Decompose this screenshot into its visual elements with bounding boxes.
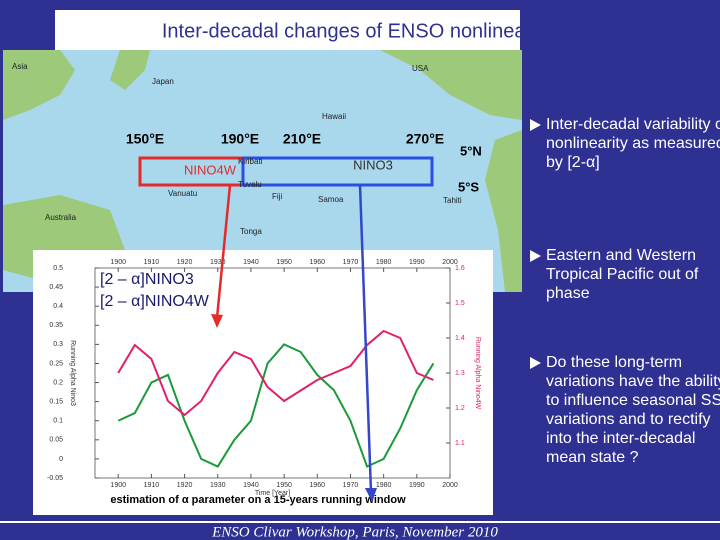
land xyxy=(3,50,75,120)
bullet: Inter-decadal variability of nonlinearit… xyxy=(528,115,720,172)
longitude-label: 210°E xyxy=(283,131,321,147)
nino3-box xyxy=(241,156,434,187)
place-label: Fiji xyxy=(272,192,282,201)
x-tick-label: 1900 xyxy=(110,482,126,489)
x-axis-label: Time [Year] xyxy=(255,490,290,497)
y-tick-label: 0.2 xyxy=(53,379,63,386)
y-tick-label: 0.25 xyxy=(49,360,63,367)
place-label: Tahiti xyxy=(443,196,462,205)
y-tick-label: 0.35 xyxy=(49,322,63,329)
place-label: Japan xyxy=(152,77,174,86)
y2-axis-label: Running Alpha Nino4W xyxy=(474,337,481,410)
x-tick-label: 1910 xyxy=(144,259,160,266)
series-line xyxy=(117,343,435,468)
y2-tick-label: 1.2 xyxy=(455,405,465,412)
legend-label: [2 – α]NINO3 xyxy=(100,271,194,288)
x-tick-label: 2000 xyxy=(442,482,458,489)
place-label: Tuvalu xyxy=(238,180,262,189)
plot: 1900 1900 1910 1910 1920 1920 1930 1930 1940 1940… xyxy=(47,259,481,506)
x-tick-label: 1960 xyxy=(310,482,326,489)
title: Inter-decadal changes of ENSO nonlineari… xyxy=(162,20,552,42)
y2-tick-label: 1.3 xyxy=(455,370,465,377)
x-tick-label: 1980 xyxy=(376,482,392,489)
x-tick-label: 1970 xyxy=(343,259,359,266)
x-tick-label: 1920 xyxy=(177,482,193,489)
place-label: Kiribati xyxy=(238,157,263,166)
x-tick-label: 1950 xyxy=(276,259,292,266)
x-tick-label: 1940 xyxy=(243,482,259,489)
x-tick-label: 1970 xyxy=(343,482,359,489)
place-label: Asia xyxy=(12,62,28,71)
place-label: Hawaii xyxy=(322,112,346,121)
x-tick-label: 1980 xyxy=(376,259,392,266)
y-tick-label: 0 xyxy=(59,456,63,463)
x-tick-label: 1940 xyxy=(243,259,259,266)
y2-tick-label: 1.1 xyxy=(455,440,465,447)
region-label: NINO3 xyxy=(353,157,393,172)
arrowhead xyxy=(211,314,223,328)
latitude-label: 5°N xyxy=(460,143,482,158)
title-box xyxy=(55,10,520,50)
y-tick-label: 0.45 xyxy=(49,284,63,291)
land xyxy=(110,50,150,90)
x-tick-label: 1950 xyxy=(276,482,292,489)
y-tick-label: -0.05 xyxy=(47,475,63,482)
region-label: NINO4W xyxy=(184,162,237,177)
x-tick-label: 1990 xyxy=(409,482,425,489)
arrow xyxy=(358,184,373,493)
bullet: Do these long-term variations have the a… xyxy=(528,353,720,467)
place-label: Australia xyxy=(45,213,77,222)
place-label: Tonga xyxy=(240,227,262,236)
legend-label: [2 – α]NINO4W xyxy=(100,293,210,310)
x-tick-label: 1960 xyxy=(310,259,326,266)
longitude-label: 150°E xyxy=(126,131,164,147)
y2-tick-label: 1.5 xyxy=(455,300,465,307)
y2-tick-label: 1.4 xyxy=(455,335,465,342)
x-tick-label: 1990 xyxy=(409,259,425,266)
x-tick-label: 1930 xyxy=(210,259,226,266)
y-tick-label: 0.15 xyxy=(49,398,63,405)
y-tick-label: 0.05 xyxy=(49,437,63,444)
latitude-label: 5°S xyxy=(458,179,479,194)
caption: estimation of α parameter on a 15-years … xyxy=(110,494,406,506)
longitude-label: 270°E xyxy=(406,131,444,147)
y-tick-label: 0.5 xyxy=(53,265,63,272)
y-tick-label: 0.1 xyxy=(53,418,63,425)
land xyxy=(485,130,522,292)
x-tick-label: 1910 xyxy=(144,482,160,489)
x-tick-label: 2000 xyxy=(442,259,458,266)
x-tick-label: 1930 xyxy=(210,482,226,489)
footer: ENSO Clivar Workshop, Paris, November 20… xyxy=(211,524,498,540)
y2-tick-label: 1.6 xyxy=(455,265,465,272)
longitude-label: 190°E xyxy=(221,131,259,147)
arrow xyxy=(215,184,232,319)
place-label: Samoa xyxy=(318,195,344,204)
y-axis-label: Running Alpha Nino3 xyxy=(69,340,76,406)
bullet: Eastern and Western Tropical Pacific out… xyxy=(528,246,720,303)
place-label: USA xyxy=(412,64,429,73)
series-line xyxy=(117,329,434,417)
y-tick-label: 0.3 xyxy=(53,341,63,348)
arrowhead xyxy=(365,488,377,502)
x-tick-label: 1920 xyxy=(177,259,193,266)
place-label: Vanuatu xyxy=(168,189,197,198)
land xyxy=(380,50,522,120)
x-tick-label: 1900 xyxy=(110,259,126,266)
y-tick-label: 0.4 xyxy=(53,303,63,310)
